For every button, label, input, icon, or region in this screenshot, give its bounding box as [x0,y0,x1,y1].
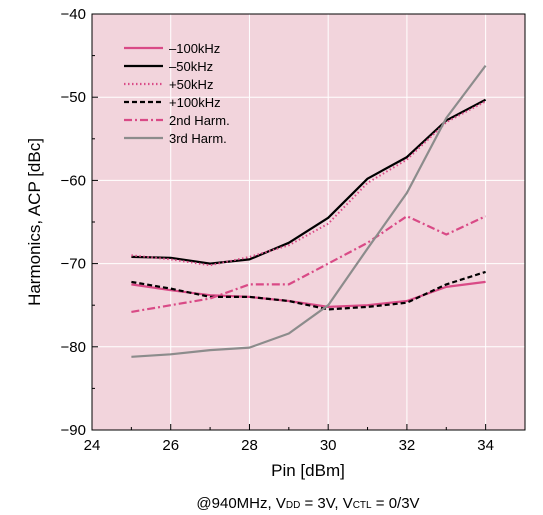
y-tick-label: −50 [61,89,86,106]
series-group [131,64,487,358]
y-tick-label: −70 [61,256,86,273]
legend-label-6: 3rd Harm. [169,131,227,146]
x-tick-label: 24 [84,437,101,454]
caption-mid: = 3V, V [300,495,352,512]
plot-area [92,14,525,430]
series-line-5 [131,215,487,313]
y-tick-label: −60 [61,172,86,189]
x-tick-label: 32 [399,437,416,454]
caption-sub-dd: DD [286,500,300,511]
y-tick-label: −90 [61,422,86,439]
tick-labels: 24 26 28 30 32 34 −90 −80 −70 −60 −50 −40 [61,6,494,454]
legend-label-3: +50kHz [169,77,213,92]
legend-label-2: –50kHz [169,59,213,74]
x-tick-label: 28 [241,437,258,454]
caption-suffix: = 0/3V [372,495,420,512]
legend-label-4: +100kHz [169,95,221,110]
legend: –100kHz –50kHz +50kHz +100kHz 2nd Harm. 3rd H… [124,41,230,146]
caption-sub-ctl: CTL [353,500,372,511]
tick-marks [91,13,487,431]
legend-label-5: 2nd Harm. [169,113,230,128]
y-tick-label: −40 [61,6,86,23]
x-tick-label: 30 [320,437,337,454]
x-tick-label: 34 [477,437,494,454]
series-line-6 [131,64,487,358]
series-line-2 [131,98,487,265]
x-tick-label: 26 [162,437,179,454]
legend-label-1: –100kHz [169,41,220,56]
series-line-4 [131,270,486,311]
y-axis-label: Harmonics, ACP [dBc] [25,138,44,306]
caption-prefix: @940MHz, V [196,495,285,512]
x-axis-label: Pin [dBm] [271,461,345,480]
y-tick-label: −80 [61,339,86,356]
chart-caption: @940MHz, VDD = 3V, VCTL = 0/3V [196,495,419,512]
